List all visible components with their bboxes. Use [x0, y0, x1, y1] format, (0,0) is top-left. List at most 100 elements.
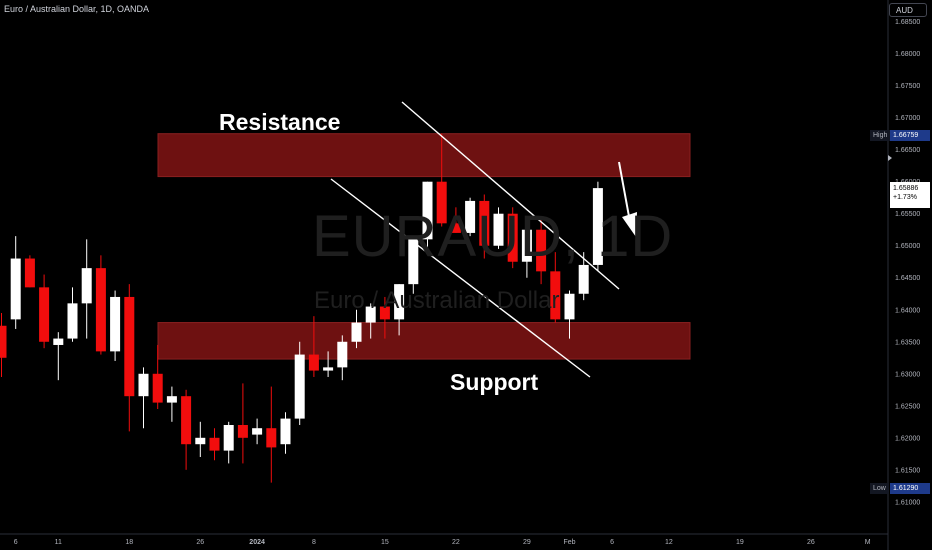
candle-body	[166, 396, 177, 403]
watermark-name: Euro / Australian Dollar	[314, 287, 560, 314]
candle	[578, 252, 589, 301]
candle	[266, 386, 277, 483]
candle	[564, 290, 575, 339]
candle-body	[294, 354, 305, 419]
candle	[252, 418, 263, 445]
candle	[280, 412, 291, 454]
candle-body	[323, 367, 334, 371]
candle-body	[379, 306, 390, 320]
watermark-symbol: EURAUD, 1D	[312, 204, 674, 269]
candle	[209, 428, 220, 461]
candle-body	[394, 284, 405, 320]
time-tick-label: 6	[14, 539, 18, 546]
candle	[124, 284, 135, 432]
candle	[110, 290, 121, 361]
candle	[521, 223, 532, 278]
current-price: 1.65886	[893, 185, 919, 192]
candle-body	[110, 296, 121, 352]
candle	[422, 181, 433, 249]
candle	[10, 236, 21, 329]
time-tick-label: 15	[381, 539, 389, 546]
candle	[166, 386, 177, 422]
time-tick-label: M	[865, 539, 871, 546]
candle-body	[195, 437, 206, 445]
chart-title: Euro / Australian Dollar, 1D, OANDA	[4, 4, 150, 14]
candle	[323, 351, 334, 377]
candle	[550, 252, 561, 323]
price-tick-label: 1.61500	[895, 467, 920, 474]
candle	[223, 421, 234, 464]
high-label: High	[870, 130, 891, 141]
price-tick-label: 1.63000	[895, 371, 920, 378]
current-change: +1.73%	[893, 194, 917, 201]
candle	[53, 332, 64, 381]
candle	[337, 335, 348, 381]
candle-body	[564, 293, 575, 320]
candle	[450, 207, 461, 233]
time-tick-label: 12	[665, 539, 673, 546]
candle	[379, 296, 390, 339]
candle-body	[81, 268, 92, 304]
candle-body	[479, 200, 490, 246]
candle-body	[592, 188, 603, 265]
time-tick-label: 8	[312, 539, 316, 546]
candle-body	[237, 425, 248, 438]
price-tick-label: 1.64000	[895, 307, 920, 314]
candle-body	[422, 181, 433, 240]
time-tick-label: 26	[807, 539, 815, 546]
price-tick-label: 1.65000	[895, 243, 920, 250]
candle	[365, 303, 376, 339]
candle-body	[223, 425, 234, 451]
candle	[536, 216, 547, 285]
candle-body	[124, 296, 135, 397]
price-tick-label: 1.64500	[895, 275, 920, 282]
candle-body	[209, 437, 220, 451]
candle-body	[39, 287, 50, 342]
candle-body	[181, 396, 192, 445]
candle	[152, 344, 163, 409]
time-tick-label: 6	[610, 539, 614, 546]
price-tick-label: 1.65500	[895, 211, 920, 218]
candle-body	[152, 373, 163, 403]
candles-layer	[0, 133, 603, 483]
candle-body	[308, 354, 319, 371]
candle	[408, 239, 419, 294]
candle	[95, 255, 106, 355]
time-axis: 6 11 18 26 2024 8 15 22 29 Feb 6 12 19 26 M	[0, 533, 888, 546]
candle-body	[578, 264, 589, 294]
candle	[24, 255, 35, 288]
candle-body	[67, 303, 78, 339]
candle	[507, 207, 518, 269]
price-tick-label: 1.62000	[895, 435, 920, 442]
low-label: Low	[870, 483, 889, 494]
candle	[67, 287, 78, 342]
candle	[181, 389, 192, 470]
price-tick-label: 1.67000	[895, 115, 920, 122]
candle	[195, 421, 206, 458]
candle-body	[365, 306, 376, 323]
time-tick-label: 11	[55, 539, 62, 546]
candle-body	[550, 271, 561, 320]
candle	[394, 284, 405, 336]
overlays-layer	[330, 101, 637, 378]
candle	[493, 207, 504, 249]
down-arrow-shaft	[618, 161, 631, 223]
candle	[81, 239, 92, 339]
candle-body	[436, 181, 447, 224]
candle	[0, 312, 7, 377]
high-value: 1.66759	[890, 130, 930, 141]
candle-body	[493, 213, 504, 246]
price-tick-label: 1.68000	[895, 51, 920, 58]
candle-body	[450, 223, 461, 233]
candle-body	[10, 258, 21, 320]
candle-body	[266, 428, 277, 448]
time-tick-label: 29	[523, 539, 531, 546]
candle-body	[507, 213, 518, 262]
candle-body	[337, 341, 348, 368]
current-price-marker: 1.65886 +1.73%	[890, 182, 930, 208]
support-zone	[157, 322, 691, 360]
currency-selector[interactable]: AUD	[889, 3, 927, 17]
candle-body	[465, 200, 476, 233]
candle	[294, 341, 305, 425]
